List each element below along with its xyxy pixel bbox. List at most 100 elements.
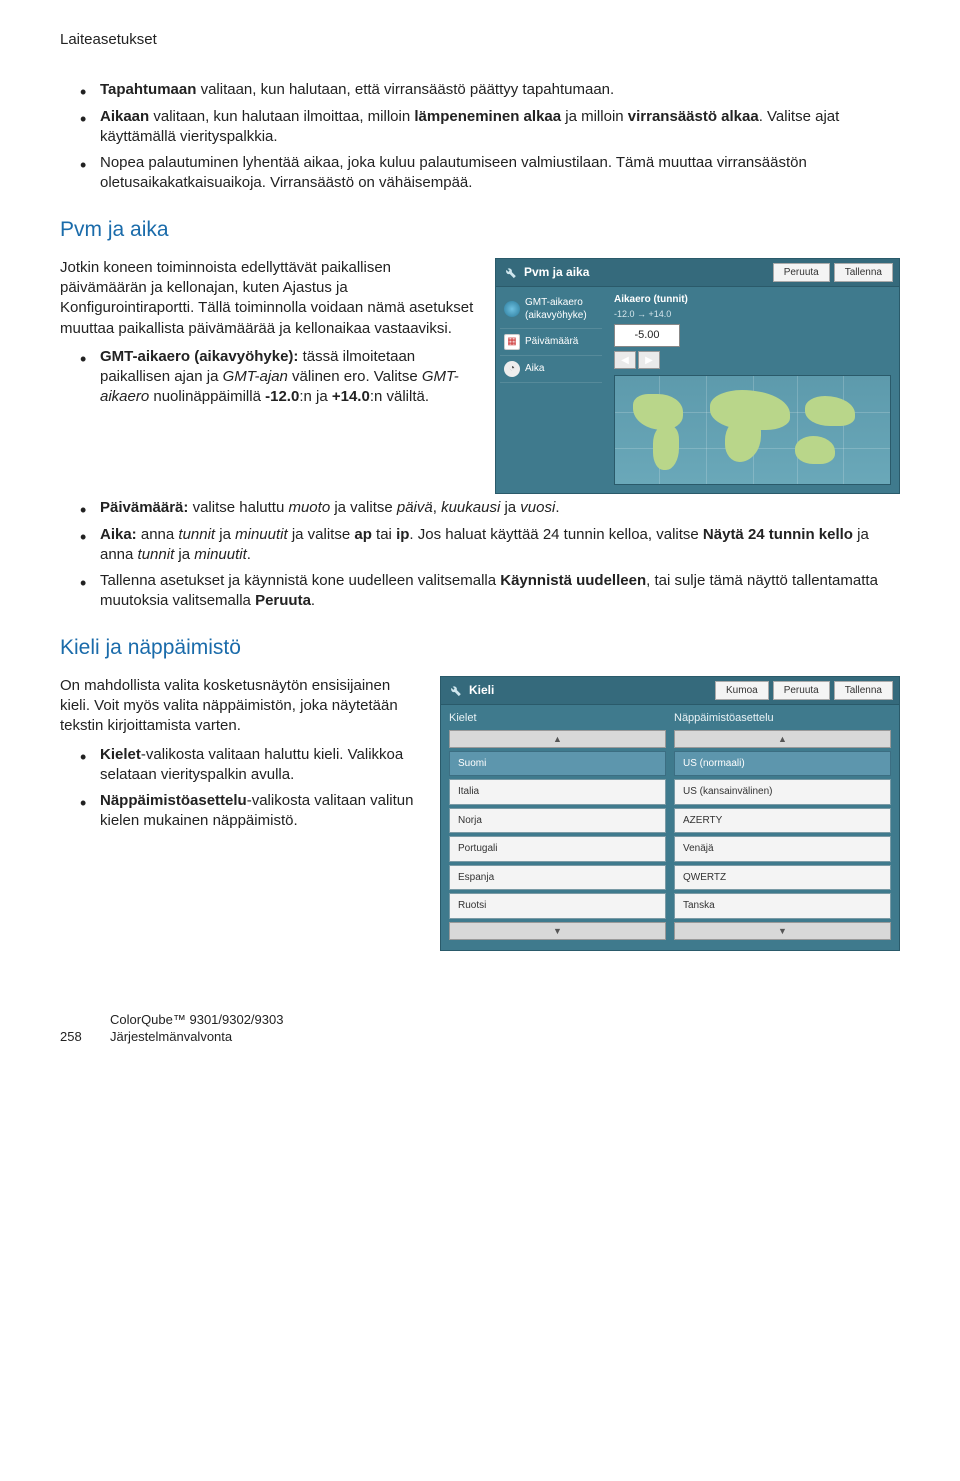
text: valitaan, kun halutaan, että virransääst… [196,81,614,98]
bullet-nappaimisto: Näppäimistöasettelu-valikosta valitaan v… [100,791,420,832]
scroll-down-button[interactable]: ▼ [674,922,891,940]
t: :n ja [299,388,332,405]
list-item[interactable]: Suomi [449,751,666,777]
layouts-column: Näppäimistöasettelu ▲ US (normaali) US (… [674,711,891,940]
list-item[interactable]: Italia [449,779,666,805]
label: Tapahtumaan [100,81,196,98]
t: -valikosta valitaan haluttu kieli. Valik… [100,746,403,783]
t: nuolinäppäimillä [149,388,265,405]
t: ja [174,546,194,563]
list-item[interactable]: Ruotsi [449,893,666,919]
sidebar-item-date[interactable]: ▦ Päivämäärä [500,329,602,356]
label: Kielet [100,746,141,763]
t: ja valitse [330,499,397,516]
t: virransäästö alkaa [628,108,759,125]
save-button[interactable]: Tallenna [834,263,893,282]
list-item[interactable]: Venäjä [674,836,891,862]
heading-pvm-ja-aika: Pvm ja aika [60,216,900,244]
stepper-left-button[interactable]: ◀ [614,351,636,369]
t: Käynnistä uudelleen [500,572,646,589]
list-item[interactable]: Norja [449,808,666,834]
label: Päivämäärä: [100,499,188,516]
intro-bullets: Tapahtumaan valitaan, kun halutaan, että… [60,80,900,193]
pvm-panel: Pvm ja aika Peruuta Tallenna GMT-aikaero… [495,258,900,494]
wrench-icon [447,682,463,698]
field-label: Aikaero (tunnit) [614,293,891,307]
panel-title: Pvm ja aika [524,264,769,280]
save-button[interactable]: Tallenna [834,681,893,700]
col-title: Näppäimistöasettelu [674,711,891,726]
list-item[interactable]: AZERTY [674,808,891,834]
t: . [555,499,559,516]
footer-line2: Järjestelmänvalvonta [110,1028,283,1046]
stepper-right-button[interactable]: ▶ [638,351,660,369]
bullet-paivamaara: Päivämäärä: valitse haluttu muoto ja val… [100,498,900,518]
heading-kieli: Kieli ja näppäimistö [60,634,900,662]
t: lämpeneminen alkaa [414,108,561,125]
page-header: Laiteasetukset [60,30,900,50]
t: välinen ero. Valitse [288,368,422,385]
list-item[interactable]: US (kansainvälinen) [674,779,891,805]
t: muoto [288,499,330,516]
label: Aika: [100,526,137,543]
map-area: Aikaero (tunnit) -12.0 → +14.0 -5.00 ◀ ▶ [606,287,899,493]
scroll-up-button[interactable]: ▲ [674,730,891,748]
clock-icon: ◔ [504,361,520,377]
t: kuukausi [441,499,500,516]
t: minuutit [235,526,288,543]
list-item[interactable]: Espanja [449,865,666,891]
bullet-aika: Aika: anna tunnit ja minuutit ja valitse… [100,525,900,566]
wrench-icon [502,264,518,280]
scroll-up-button[interactable]: ▲ [449,730,666,748]
kieli-intro-para: On mahdollista valita kosketusnäytön ens… [60,676,420,737]
gmt-stepper: ◀ ▶ [614,351,891,369]
t: ip [396,526,409,543]
t: . Jos haluat käyttää 24 tunnin kelloa, v… [409,526,703,543]
t: Näytä 24 tunnin kello [703,526,853,543]
t: Tallenna asetukset ja käynnistä kone uud… [100,572,500,589]
t: -12.0 [265,388,299,405]
t: tunnit [138,546,175,563]
t: ja [500,499,520,516]
cancel-button[interactable]: Peruuta [773,681,830,700]
t: :n väliltä. [370,388,429,405]
t: ja valitse [288,526,355,543]
sidebar-item-time[interactable]: ◔ Aika [500,356,602,383]
bullet-aikaan: Aikaan valitaan, kun halutaan ilmoittaa,… [100,107,900,148]
t: tai [372,526,396,543]
list-item[interactable]: US (normaali) [674,751,891,777]
t: , [433,499,441,516]
t: +14.0 [332,388,370,405]
bullet-gmt-aikaero: GMT-aikaero (aikavyöhyke): tässä ilmoite… [100,347,475,408]
sidebar-item-gmt[interactable]: GMT-aikaero(aikavyöhyke) [500,291,602,329]
calendar-icon: ▦ [504,334,520,350]
bullet-tapahtumaan: Tapahtumaan valitaan, kun halutaan, että… [100,80,900,100]
bullet-kielet: Kielet-valikosta valitaan haluttu kieli.… [100,745,420,786]
globe-icon [504,301,520,317]
t: minuutit [194,546,247,563]
panel-titlebar: Kieli Kumoa Peruuta Tallenna [441,677,899,705]
bullet-tallenna: Tallenna asetukset ja käynnistä kone uud… [100,571,900,612]
t: GMT-ajan [223,368,288,385]
t: . [311,592,315,609]
panel-titlebar: Pvm ja aika Peruuta Tallenna [496,259,899,287]
scroll-down-button[interactable]: ▼ [449,922,666,940]
label: Aika [525,362,544,376]
undo-button[interactable]: Kumoa [715,681,769,700]
list-item[interactable]: QWERTZ [674,865,891,891]
t: valitse haluttu [188,499,288,516]
bullet-nopea: Nopea palautuminen lyhentää aikaa, joka … [100,153,900,194]
t: vuosi [520,499,555,516]
world-map[interactable] [614,375,891,485]
list-item[interactable]: Portugali [449,836,666,862]
list-item[interactable]: Tanska [674,893,891,919]
cancel-button[interactable]: Peruuta [773,263,830,282]
page-footer: 258 ColorQube™ 9301/9302/9303 Järjestelm… [60,1011,900,1046]
t: . [247,546,251,563]
t: ap [354,526,372,543]
footer-line1: ColorQube™ 9301/9302/9303 [110,1011,283,1029]
label: Aikaan [100,108,149,125]
t: ja milloin [561,108,628,125]
t: valitaan, kun halutaan ilmoittaa, milloi… [149,108,414,125]
t: Peruuta [255,592,311,609]
